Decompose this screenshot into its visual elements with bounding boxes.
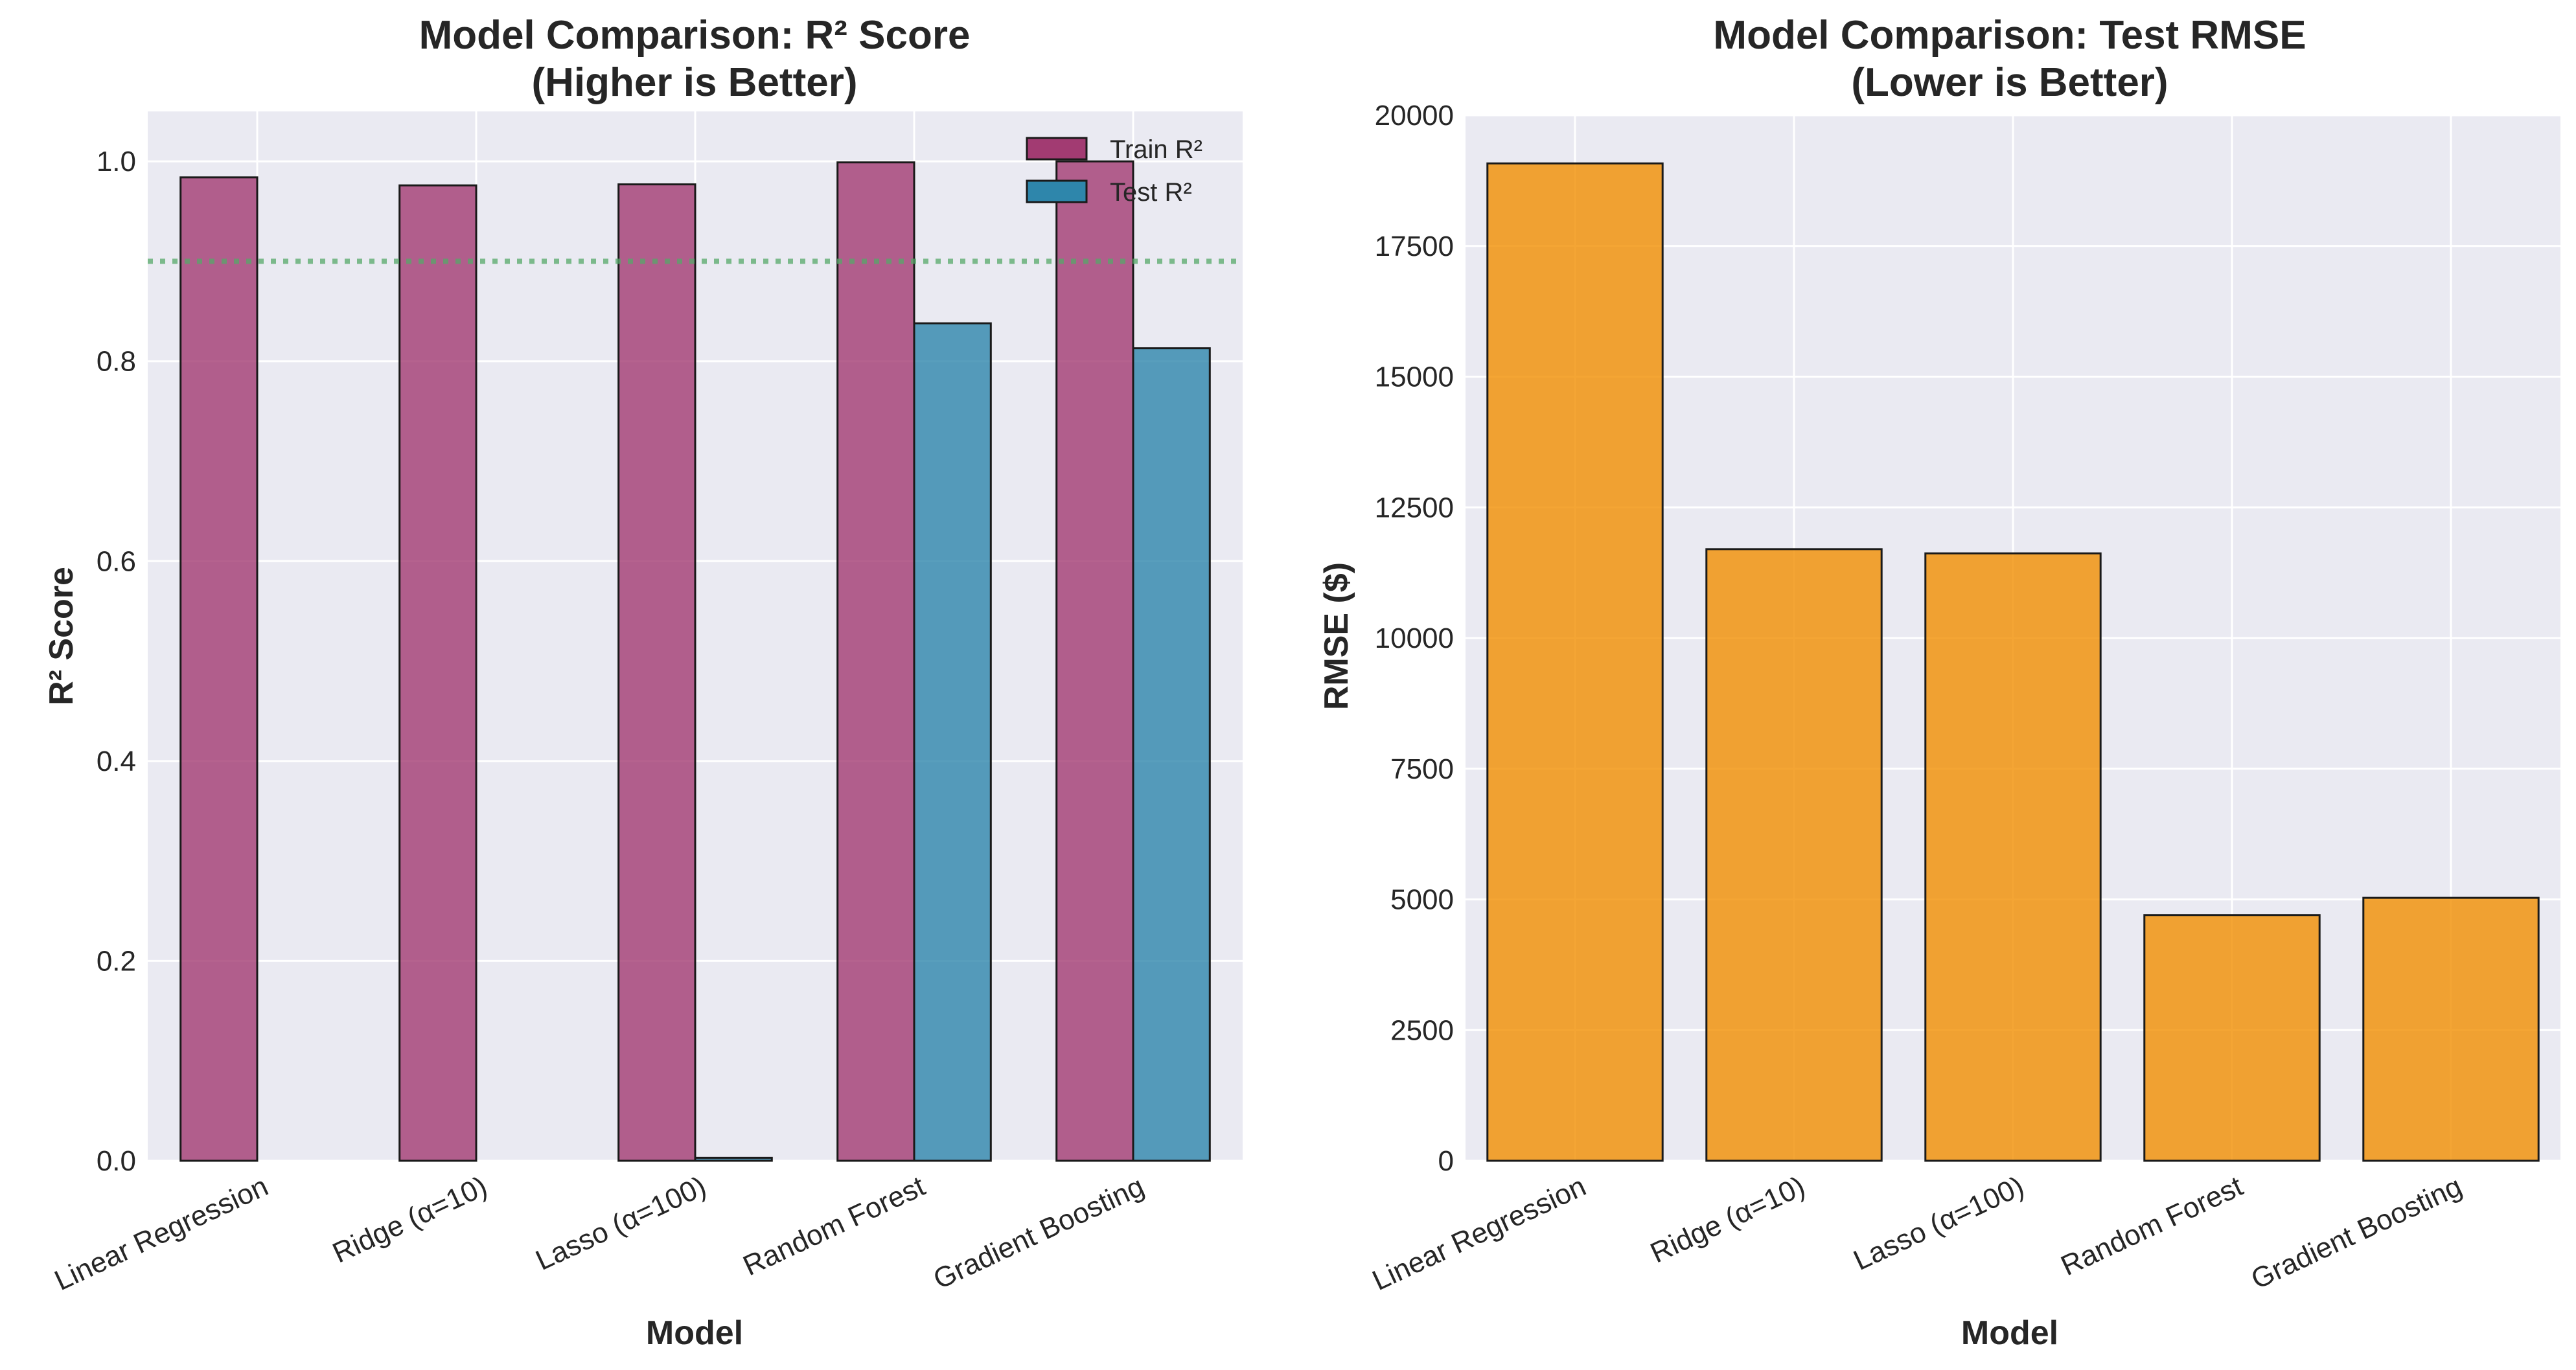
r2-score-chart: Model Comparison: R² Score (Higher is Be… bbox=[43, 13, 1243, 1352]
bar-train-r-ridge-10 bbox=[398, 184, 477, 1162]
x-tick-label-linear-regression: Linear Regression bbox=[1368, 1170, 1591, 1297]
rmse-chart: Model Comparison: Test RMSE (Lower is Be… bbox=[1318, 13, 2560, 1352]
bar-gradient-boosting bbox=[2362, 896, 2540, 1162]
x-tick-labels: Linear Regression Ridge (α=10) Lasso (α=10… bbox=[50, 1170, 1149, 1297]
bar-test-r-lasso-100 bbox=[694, 1156, 773, 1162]
x-tick-label-linear-regression: Linear Regression bbox=[50, 1170, 273, 1297]
x-tick-label-lasso-100: Lasso (α=100) bbox=[531, 1170, 711, 1277]
y-tick-label: 0 bbox=[1438, 1145, 1454, 1177]
y-tick-label: 10000 bbox=[1375, 622, 1454, 654]
x-tick-label-gradient-boosting: Gradient Boosting bbox=[2246, 1170, 2467, 1296]
y-tick-label: 0.4 bbox=[97, 746, 136, 777]
y-axis-label: RMSE ($) bbox=[1318, 562, 1355, 710]
x-tick-label-random-forest: Random Forest bbox=[739, 1170, 930, 1283]
x-axis-label: Model bbox=[1961, 1314, 2058, 1352]
chart-title: Model Comparison: R² Score bbox=[419, 13, 971, 58]
bar-random-forest bbox=[2143, 914, 2321, 1162]
x-tick-labels: Linear Regression Ridge (α=10) Lasso (α=10… bbox=[1368, 1170, 2467, 1297]
bar-ridge-10 bbox=[1705, 548, 1883, 1162]
x-tick-label-random-forest: Random Forest bbox=[2056, 1170, 2248, 1283]
bar-train-r-linear-regression bbox=[179, 176, 259, 1162]
x-tick-label-ridge-10: Ridge (α=10) bbox=[1646, 1170, 1810, 1270]
y-tick-label: 0.6 bbox=[97, 545, 136, 577]
y-tick-label: 1.0 bbox=[97, 146, 136, 177]
y-tick-label: 2500 bbox=[1390, 1014, 1454, 1046]
bars bbox=[179, 160, 1211, 1162]
chart-title: Model Comparison: Test RMSE bbox=[1713, 13, 2306, 58]
y-tick-label: 0.8 bbox=[97, 346, 136, 378]
x-tick-label-gradient-boosting: Gradient Boosting bbox=[928, 1170, 1149, 1296]
y-tick-label: 0.0 bbox=[97, 1145, 136, 1177]
y-tick-label: 12500 bbox=[1375, 492, 1454, 523]
bar-lasso-100 bbox=[1924, 552, 2102, 1162]
chart-subtitle: (Lower is Better) bbox=[1851, 60, 2168, 105]
bar-train-r-gradient-boosting bbox=[1055, 160, 1134, 1162]
legend-swatch-test bbox=[1026, 179, 1088, 203]
bar-linear-regression bbox=[1486, 162, 1664, 1162]
legend-label-train: Train R² bbox=[1110, 135, 1202, 164]
y-tick-label: 15000 bbox=[1375, 361, 1454, 393]
x-tick-label-ridge-10: Ridge (α=10) bbox=[328, 1170, 492, 1270]
legend-swatch-train bbox=[1026, 137, 1088, 161]
y-tick-label: 5000 bbox=[1390, 884, 1454, 916]
bar-train-r-random-forest bbox=[836, 161, 915, 1162]
x-tick-label-lasso-100: Lasso (α=100) bbox=[1849, 1170, 2029, 1277]
y-tick-labels: 0.0 0.2 0.4 0.6 0.8 1.0 bbox=[97, 146, 136, 1177]
chart-subtitle: (Higher is Better) bbox=[532, 60, 858, 105]
bar-test-r-random-forest bbox=[913, 322, 992, 1162]
y-tick-label: 17500 bbox=[1375, 231, 1454, 262]
x-axis-label: Model bbox=[646, 1314, 743, 1352]
legend-label-test: Test R² bbox=[1110, 178, 1192, 207]
legend: Train R² Test R² bbox=[1026, 135, 1202, 207]
bar-train-r-lasso-100 bbox=[617, 183, 696, 1162]
y-tick-label: 0.2 bbox=[97, 945, 136, 977]
y-axis-label: R² Score bbox=[43, 567, 80, 705]
y-tick-label: 7500 bbox=[1390, 753, 1454, 785]
y-tick-labels: 0 2500 5000 7500 10000 12500 15000 17500 20000 bbox=[1375, 100, 1454, 1177]
bars bbox=[1486, 162, 2540, 1162]
bar-test-r-gradient-boosting bbox=[1132, 347, 1211, 1162]
y-tick-label: 20000 bbox=[1375, 100, 1454, 131]
